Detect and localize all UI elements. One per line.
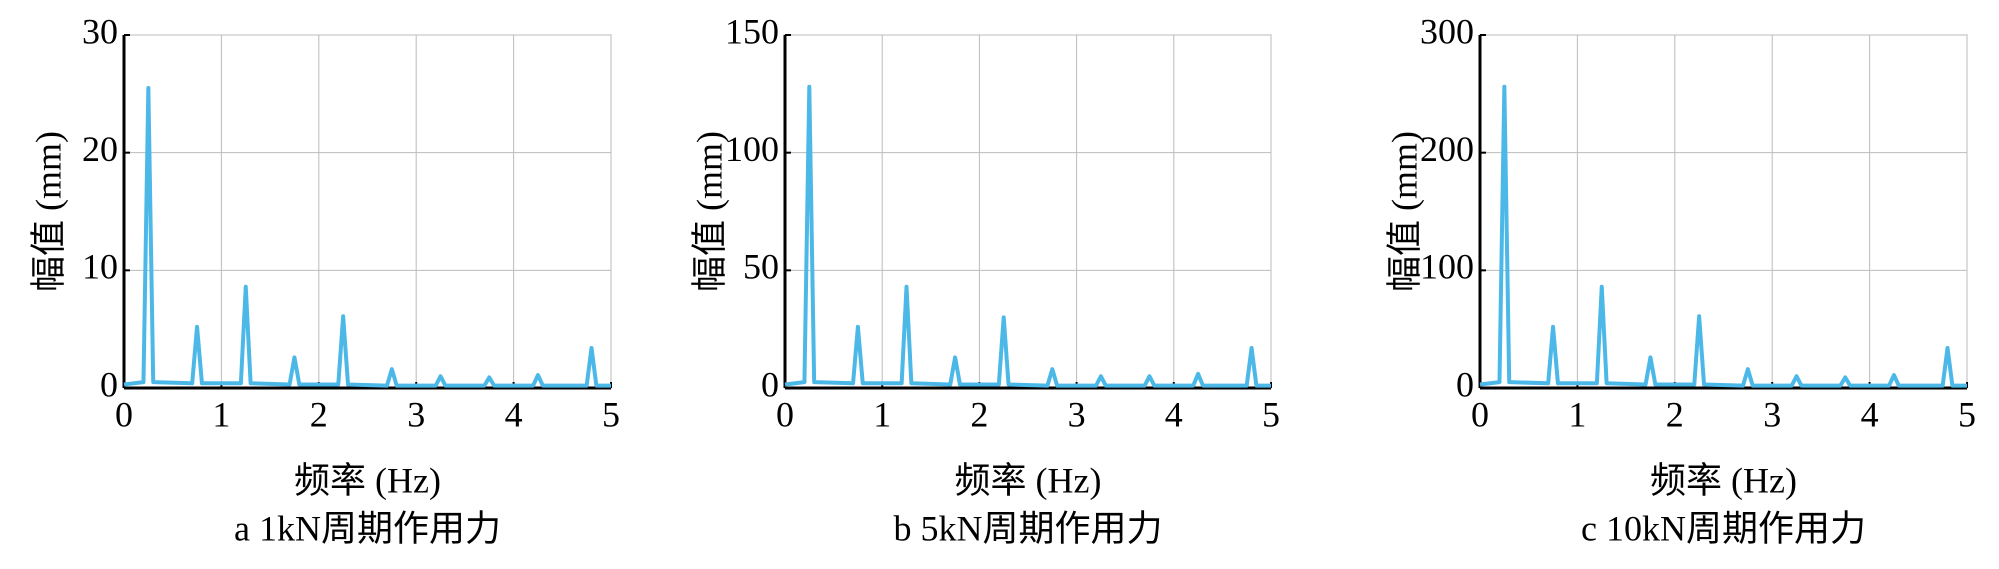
y-tick-label: 0	[100, 364, 118, 404]
caption: b 5kN周期作用力	[894, 508, 1163, 548]
x-tick-label: 5	[1262, 394, 1280, 434]
y-tick-label: 10	[82, 247, 118, 287]
x-tick-label: 2	[970, 394, 988, 434]
y-axis-label: 幅值 (mm)	[28, 131, 68, 292]
y-tick-label: 30	[82, 11, 118, 51]
spectrum-line	[123, 85, 611, 388]
x-tick-label: 4	[1165, 394, 1183, 434]
x-tick-label: 3	[1763, 394, 1781, 434]
x-axis-label: 频率 (Hz)	[294, 460, 441, 500]
x-tick-label: 5	[1958, 394, 1976, 434]
x-tick-label: 3	[1068, 394, 1086, 434]
x-tick-label: 1	[873, 394, 891, 434]
y-tick-label: 20	[82, 129, 118, 169]
caption: c 10kN周期作用力	[1581, 508, 1866, 548]
y-tick-label: 100	[1420, 247, 1474, 287]
y-axis-label: 幅值 (mm)	[1384, 131, 1424, 292]
x-tick-label: 4	[505, 394, 523, 434]
y-tick-label: 100	[725, 129, 779, 169]
x-tick-label: 1	[1568, 394, 1586, 434]
x-tick-label: 4	[1861, 394, 1879, 434]
y-tick-label: 150	[725, 11, 779, 51]
x-tick-label: 1	[212, 394, 230, 434]
y-tick-label: 300	[1420, 11, 1474, 51]
y-tick-label: 200	[1420, 129, 1474, 169]
y-tick-label: 0	[761, 364, 779, 404]
y-tick-label: 50	[743, 247, 779, 287]
x-tick-label: 2	[1666, 394, 1684, 434]
spectrum-line	[1479, 84, 1967, 388]
y-tick-label: 0	[1456, 364, 1474, 404]
x-tick-label: 0	[1471, 394, 1489, 434]
x-axis-label: 频率 (Hz)	[1650, 460, 1797, 500]
x-tick-label: 3	[407, 394, 425, 434]
x-tick-label: 0	[776, 394, 794, 434]
x-axis-label: 频率 (Hz)	[955, 460, 1102, 500]
spectrum-line	[784, 84, 1271, 388]
x-tick-label: 0	[115, 394, 133, 434]
x-tick-label: 5	[602, 394, 620, 434]
y-axis-label: 幅值 (mm)	[689, 131, 729, 292]
caption: a 1kN周期作用力	[234, 508, 501, 548]
x-tick-label: 2	[310, 394, 328, 434]
